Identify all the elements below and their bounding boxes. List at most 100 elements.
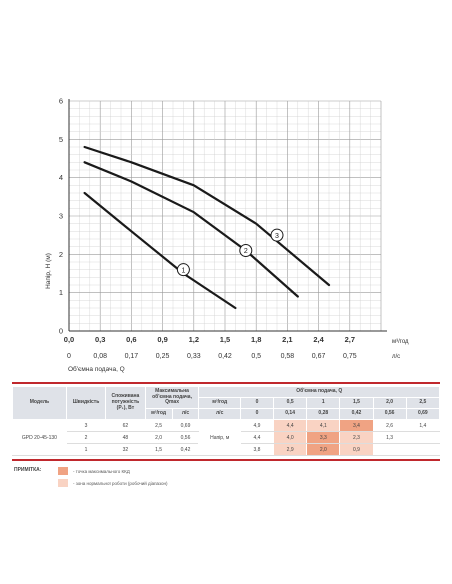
model-name: GPD 20-45-130 (12, 419, 67, 456)
row-unit-m3h: м³/год (198, 397, 241, 409)
table-row: 2 48 2,0 0,56 4,4 4,0 3,3 2,3 1,3 (13, 431, 441, 444)
x-tick-label: 1,2 (189, 335, 199, 344)
x-tick-label: 2,7 (345, 335, 355, 344)
speed-cell: 3 (65, 419, 107, 432)
head-cell (405, 443, 441, 456)
table-top-rule (12, 382, 440, 384)
head-cell: 3,8 (239, 443, 275, 456)
q-m3h-4: 2,0 (372, 397, 407, 409)
legend-lo: - зона нормальної роботи (робочий діапаз… (58, 479, 167, 487)
col-model: Модель (12, 386, 67, 420)
col-speed: Швидкість (65, 386, 107, 420)
table-row: GPD 20-45-130 3 62 2,5 0,69 Напір, м 4,9… (12, 419, 441, 456)
x-unit-top: м³/год (392, 339, 409, 345)
head-cell: 2,9 (273, 443, 308, 456)
q-m3h-1: 0,5 (273, 397, 308, 409)
spec-table-wrap: Модель Швидкість Споживана потужність (P… (12, 386, 441, 456)
head-cell: 4,0 (273, 431, 308, 444)
head-cell: 2,6 (372, 419, 407, 432)
qmax-ls-cell: 0,69 (171, 419, 200, 432)
q-ls-5: 0,69 (405, 408, 441, 420)
y-tick-label: 6 (59, 97, 63, 106)
x-tick-label: 0,6 (126, 335, 136, 344)
curve-2 (83, 161, 299, 298)
col-flow: Об'ємна подача, Q (198, 386, 440, 398)
head-cell: 0,9 (339, 443, 374, 456)
head-cell: 4,4 (273, 419, 308, 432)
x-tick-label: 0,3 (95, 335, 105, 344)
curve-label-2: 2 (244, 248, 248, 255)
curve-label-circle-3 (270, 228, 284, 242)
y-tick-label: 5 (59, 135, 63, 144)
y-tick-label: 4 (59, 173, 63, 182)
q-m3h-0: 0 (239, 397, 275, 409)
x-tick-label-ls: 0 (67, 353, 71, 360)
spec-table: Модель Швидкість Споживана потужність (P… (12, 386, 441, 456)
x-tick-label: 2,1 (282, 335, 292, 344)
q-m3h-2: 1 (306, 397, 341, 409)
x-tick-label-ls: 0,5 (251, 353, 261, 360)
speed-cell: 2 (65, 431, 107, 444)
head-cell: 1,3 (372, 431, 407, 444)
note-title: ПРИМІТКА: (14, 467, 42, 473)
curve-3 (83, 145, 331, 287)
head-cell (405, 431, 441, 444)
qmax-ls-cell: 0,56 (171, 431, 200, 444)
q-m3h-3: 1,5 (339, 397, 374, 409)
x-tick-label-ls: 0,25 (156, 353, 170, 360)
curve-label-1: 1 (181, 267, 185, 274)
head-cell: 4,9 (239, 419, 275, 432)
qmax-ls-cell: 0,42 (171, 443, 200, 456)
maxflow-unit-ls: л/с (171, 408, 200, 420)
curve-label-circle-2 (239, 244, 253, 257)
qmax-m3h-cell: 2,0 (144, 431, 173, 444)
head-label: Напір, м (198, 419, 241, 456)
curve-label-3: 3 (275, 233, 279, 240)
head-cell: 4,1 (306, 419, 341, 432)
grid (68, 100, 382, 332)
head-cell: 3,3 (306, 431, 341, 444)
col-maxflow: Максимальна об'ємна подача, Qmax (144, 386, 200, 409)
head-cell: 2,3 (339, 431, 374, 444)
curve-label-circle-1 (176, 263, 190, 277)
q-ls-2: 0,28 (306, 408, 341, 420)
x-tick-label-ls: 0,58 (281, 353, 295, 360)
x-tick-label-ls: 0,08 (93, 353, 107, 360)
head-cell: 2,0 (306, 443, 341, 456)
y-axis-title: Напір, Н (м) (44, 253, 52, 289)
power-cell: 32 (105, 443, 146, 456)
y-tick-label: 3 (59, 212, 63, 221)
legend-lo-text: - зона нормальної роботи (робочий діапаз… (73, 480, 168, 486)
col-power: Споживана потужність (P₁), Вт (105, 386, 146, 420)
x-axis-title: Об'ємна подача, Q (68, 365, 125, 373)
power-cell: 62 (105, 419, 146, 432)
x-tick-label-ls: 0,33 (187, 353, 201, 360)
x-unit-bottom: л/с (392, 354, 400, 360)
head-cell (372, 443, 407, 456)
x-tick-label: 0,0 (64, 335, 74, 344)
power-cell: 48 (105, 431, 146, 444)
swatch-lo (58, 479, 68, 487)
curve-1 (83, 191, 237, 310)
q-ls-4: 0,56 (372, 408, 407, 420)
q-ls-0: 0 (239, 408, 275, 420)
table-bottom-rule (12, 459, 440, 461)
qmax-m3h-cell: 1,5 (144, 443, 173, 456)
x-tick-label: 1,8 (251, 335, 261, 344)
x-tick-label: 0,9 (157, 335, 167, 344)
speed-cell: 1 (65, 443, 107, 456)
x-tick-label-ls: 0,17 (125, 353, 139, 360)
qmax-m3h-cell: 2,5 (144, 419, 173, 432)
legend-hi: - точка максимального ККД (58, 467, 130, 475)
x-tick-label: 1,5 (220, 335, 230, 344)
swatch-hi (58, 467, 68, 475)
x-tick-label-ls: 0,42 (218, 353, 232, 360)
y-tick-label: 2 (59, 250, 63, 259)
x-tick-label-ls: 0,67 (312, 353, 326, 360)
pump-curve-chart: 0 1 2 3 4 5 6 0,0 0,3 0,6 0,9 1,2 1,5 1,8 2,1 2,4 2,7 0 0,… (44, 97, 409, 374)
table-row: 1 32 1,5 0,42 3,8 2,9 2,0 0,9 (13, 443, 441, 456)
q-ls-3: 0,42 (339, 408, 374, 420)
q-ls-1: 0,14 (273, 408, 308, 420)
q-m3h-5: 2,5 (405, 397, 441, 409)
row-unit-ls: л/с (198, 408, 241, 420)
